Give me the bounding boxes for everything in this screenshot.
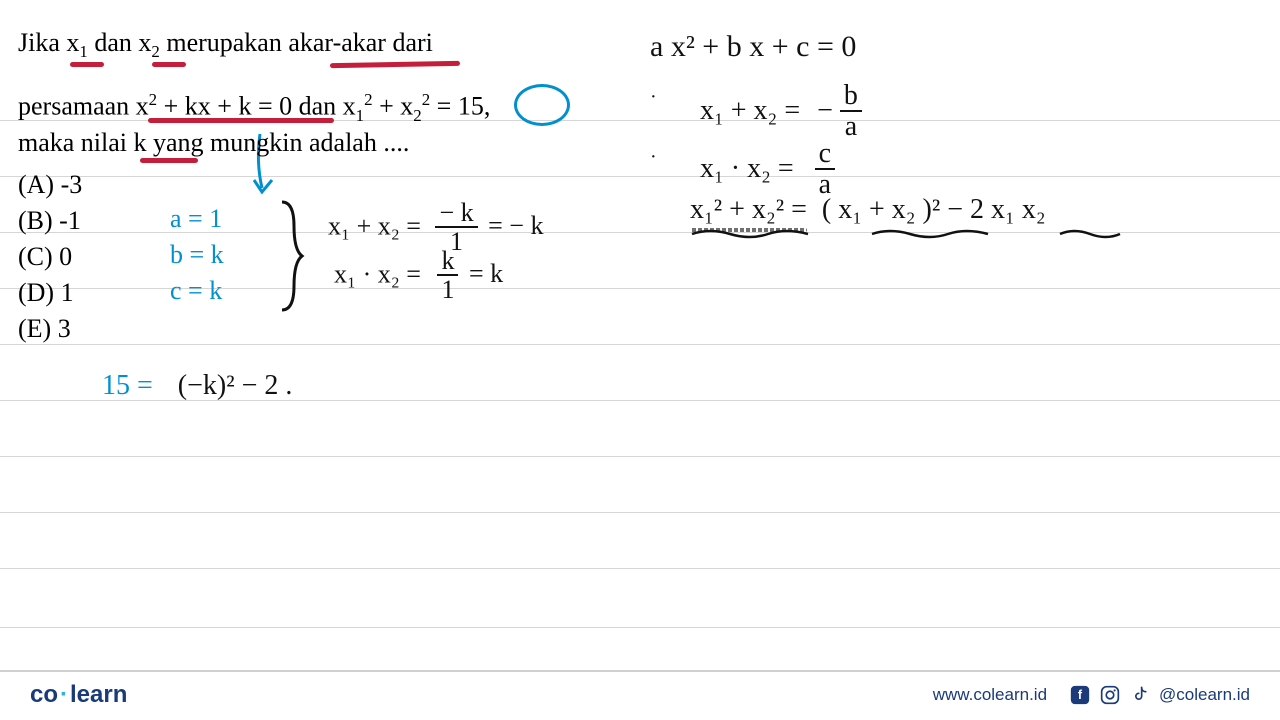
footer-social: f @colearn.id: [1069, 684, 1250, 706]
hand-a: a = 1: [170, 204, 222, 234]
option-b: (B) -1: [18, 206, 81, 236]
option-c: (C) 0: [18, 242, 72, 272]
underline-nilaik: [140, 158, 198, 163]
option-d: (D) 1: [18, 278, 74, 308]
hand-identity: x₁² + x₂² = ( x₁ + x₂ )² − 2 x₁ x₂: [690, 194, 1046, 226]
hand-step: 15 = (−k)² − 2 .: [102, 370, 292, 402]
option-e: (E) 3: [18, 314, 71, 344]
circle-fifteen: [514, 84, 570, 126]
brace-abc: [276, 198, 306, 314]
tilde-underline-1: [870, 228, 1000, 240]
brand-logo: co·learn: [30, 681, 127, 709]
footer: co·learn www.colearn.id f @colearn.id: [0, 670, 1280, 720]
problem-line2: persamaan x2 + kx + k = 0 dan x12 + x22 …: [18, 90, 490, 126]
underline-x1: [70, 62, 104, 67]
problem-line3: maka nilai k yang mungkin adalah ....: [18, 128, 409, 158]
footer-handle: @colearn.id: [1159, 685, 1250, 705]
underline-x2: [152, 62, 186, 67]
tilde-underline-2: [1058, 228, 1128, 240]
hand-b: b = k: [170, 240, 224, 270]
tiktok-icon: [1129, 684, 1151, 706]
tilde-underline-0: [690, 228, 820, 240]
bullet-1: ·: [650, 86, 657, 109]
hand-std-form: a x² + b x + c = 0: [650, 30, 856, 64]
hand-prod: x₁ · x₂ = k1 = k: [334, 248, 503, 305]
footer-url: www.colearn.id: [933, 685, 1047, 705]
hand-c: c = k: [170, 276, 222, 306]
footer-divider: [0, 670, 1280, 672]
problem-line1: Jika x1 dan x2 merupakan akar-akar dari: [18, 28, 433, 62]
whiteboard-area: Jika x1 dan x2 merupakan akar-akar dari …: [0, 0, 1280, 670]
facebook-icon: f: [1069, 684, 1091, 706]
hand-prod-formula: x₁ · x₂ = ca: [700, 140, 835, 201]
hand-sum-formula: x₁ + x₂ = − ba: [700, 82, 862, 143]
option-a: (A) -3: [18, 170, 82, 200]
bullet-2: ·: [650, 146, 657, 169]
instagram-icon: [1099, 684, 1121, 706]
